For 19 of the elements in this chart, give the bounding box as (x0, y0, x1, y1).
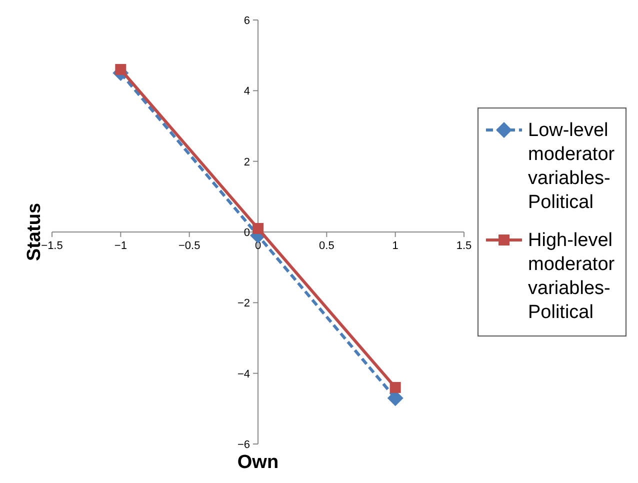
x-tick-label: −1.5 (41, 240, 63, 252)
y-tick-label: −6 (237, 439, 250, 451)
y-tick-label: −2 (237, 298, 250, 310)
y-tick-label: 4 (244, 86, 250, 98)
legend-label: Low-level moderator variables-Political (528, 120, 616, 213)
point (115, 64, 126, 75)
x-axis-title: Own (237, 452, 279, 473)
legend-label: High-level moderator variables-Political (528, 230, 616, 323)
y-tick-label: 2 (244, 156, 250, 168)
x-tick-label: −0.5 (178, 240, 200, 252)
x-tick-label: 0.5 (319, 240, 334, 252)
y-tick-label: 6 (244, 15, 250, 27)
x-tick-label: 1 (392, 240, 398, 252)
y-tick-label: 0 (244, 227, 250, 239)
point (390, 382, 401, 393)
x-tick-label: 1.5 (456, 240, 472, 252)
point (252, 222, 264, 234)
y-tick-label: −4 (237, 368, 250, 380)
x-tick-label: −1 (114, 240, 127, 252)
